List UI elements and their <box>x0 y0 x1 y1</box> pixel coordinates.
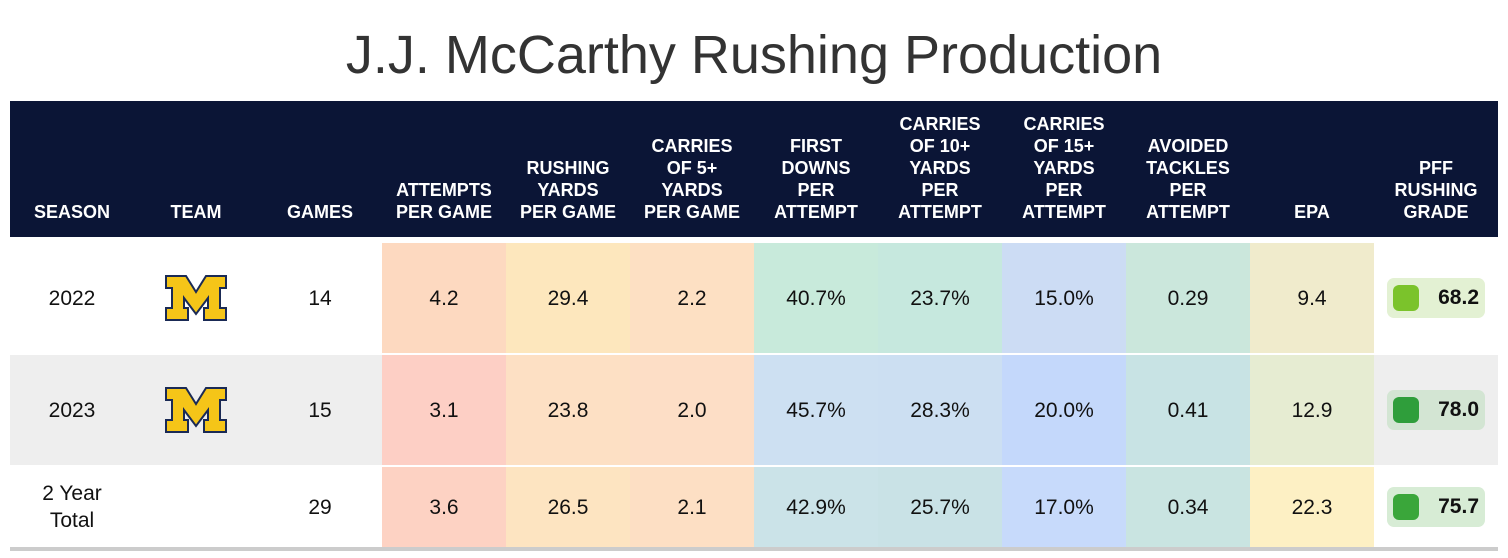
table-bottom-border <box>10 547 1498 551</box>
grade-badge: 78.0 <box>1387 390 1485 430</box>
column-header-attempts-per-game[interactable]: ATTEMPTS PER GAME <box>395 180 492 222</box>
cell-team <box>134 243 258 353</box>
avoided-tackles-per-attempt-value: 0.29 <box>1167 286 1209 310</box>
rushing-yards-per-game-value: 23.8 <box>547 398 589 422</box>
games-value: 29 <box>308 495 332 519</box>
cell-carries-5-plus-per-game: 2.0 <box>630 355 754 465</box>
games-value: 15 <box>308 398 332 422</box>
michigan-block-m-logo <box>165 387 227 433</box>
avoided-tackles-per-attempt-value: 0.41 <box>1167 398 1209 422</box>
cell-team <box>134 355 258 465</box>
avoided-tackles-per-attempt-value: 0.34 <box>1167 495 1209 519</box>
cell-carries-15-plus-per-attempt: 20.0% <box>1002 355 1126 465</box>
attempts-per-game-value: 4.2 <box>429 286 459 310</box>
column-header-carries-5-plus-per-game[interactable]: CARRIES OF 5+ YARDS PER GAME <box>643 136 740 222</box>
rushing-yards-per-game-value: 29.4 <box>547 286 589 310</box>
cell-carries-15-plus-per-attempt: 15.0% <box>1002 243 1126 353</box>
grade-color-indicator <box>1393 494 1419 520</box>
table-row: 2022 14 4.2 29.4 2.2 40.7% 23.7% 15.0% 0.29 9.4 68… <box>10 243 1498 353</box>
carries-10-plus-per-attempt-value: 28.3% <box>910 398 970 422</box>
cell-carries-5-plus-per-game: 2.2 <box>630 243 754 353</box>
carries-10-plus-per-attempt-value: 25.7% <box>910 495 970 519</box>
cell-pff-rushing-grade: 78.0 <box>1374 355 1498 465</box>
column-header-avoided-tackles-per-attempt[interactable]: AVOIDED TACKLES PER ATTEMPT <box>1146 136 1230 222</box>
attempts-per-game-value: 3.1 <box>429 398 459 422</box>
grade-value: 68.2 <box>1438 286 1479 309</box>
cell-season: 2023 <box>10 355 134 465</box>
cell-pff-rushing-grade: 75.7 <box>1374 467 1498 547</box>
epa-value: 12.9 <box>1291 398 1333 422</box>
chart-title: J.J. McCarthy Rushing Production <box>345 25 1163 85</box>
column-header-first-downs-per-attempt[interactable]: FIRST DOWNS PER ATTEMPT <box>774 136 858 222</box>
cell-epa: 12.9 <box>1250 355 1374 465</box>
carries-10-plus-per-attempt-value: 23.7% <box>910 286 970 310</box>
column-header-carries-10-plus-per-attempt[interactable]: CARRIES OF 10+ YARDS PER ATTEMPT <box>898 114 982 222</box>
cell-carries-10-plus-per-attempt: 28.3% <box>878 355 1002 465</box>
cell-games: 15 <box>258 355 382 465</box>
carries-5-plus-per-game-value: 2.2 <box>677 286 707 310</box>
carries-5-plus-per-game-value: 2.1 <box>677 495 707 519</box>
cell-carries-5-plus-per-game: 2.1 <box>630 467 754 547</box>
cell-epa: 22.3 <box>1250 467 1374 547</box>
column-header-carries-15-plus-per-attempt[interactable]: CARRIES OF 15+ YARDS PER ATTEMPT <box>1022 114 1106 222</box>
column-header-team[interactable]: TEAM <box>170 202 222 222</box>
grade-color-indicator <box>1393 285 1419 311</box>
cell-carries-10-plus-per-attempt: 25.7% <box>878 467 1002 547</box>
cell-season: 2022 <box>10 243 134 353</box>
cell-first-downs-per-attempt: 45.7% <box>754 355 878 465</box>
cell-pff-rushing-grade: 68.2 <box>1374 243 1498 353</box>
cell-attempts-per-game: 3.1 <box>382 355 506 465</box>
grade-badge: 75.7 <box>1387 487 1485 527</box>
season-value: 2022 <box>48 286 96 310</box>
cell-avoided-tackles-per-attempt: 0.41 <box>1126 355 1250 465</box>
stats-table: SEASON TEAM GAMES ATTEMPTS PER GAME RUSHING … <box>10 101 1498 551</box>
michigan-block-m-logo <box>165 275 227 321</box>
cell-games: 14 <box>258 243 382 353</box>
cell-season: 2 Year Total <box>10 467 134 547</box>
cell-epa: 9.4 <box>1250 243 1374 353</box>
column-header-rushing-yards-per-game[interactable]: RUSHING YARDS PER GAME <box>519 158 616 222</box>
carries-15-plus-per-attempt-value: 20.0% <box>1034 398 1094 422</box>
carries-15-plus-per-attempt-value: 15.0% <box>1034 286 1094 310</box>
first-downs-per-attempt-value: 40.7% <box>786 286 846 310</box>
first-downs-per-attempt-value: 42.9% <box>786 495 846 519</box>
cell-avoided-tackles-per-attempt: 0.34 <box>1126 467 1250 547</box>
cell-first-downs-per-attempt: 42.9% <box>754 467 878 547</box>
grade-value: 75.7 <box>1438 495 1479 518</box>
carries-15-plus-per-attempt-value: 17.0% <box>1034 495 1094 519</box>
grade-badge: 68.2 <box>1387 278 1485 318</box>
first-downs-per-attempt-value: 45.7% <box>786 398 846 422</box>
cell-attempts-per-game: 4.2 <box>382 243 506 353</box>
games-value: 14 <box>308 286 332 310</box>
grade-color-indicator <box>1393 397 1419 423</box>
attempts-per-game-value: 3.6 <box>429 495 459 519</box>
column-header-epa[interactable]: EPA <box>1294 202 1330 222</box>
column-header-season[interactable]: SEASON <box>33 202 111 222</box>
table-row: 2 Year Total 29 3.6 26.5 2.1 42.9% 25.7% 17.0% 0… <box>10 467 1498 547</box>
cell-games: 29 <box>258 467 382 547</box>
column-header-games[interactable]: GAMES <box>286 202 353 222</box>
column-header-pff-rushing-grade[interactable]: PFF RUSHING GRADE <box>1394 158 1478 222</box>
cell-attempts-per-game: 3.6 <box>382 467 506 547</box>
cell-avoided-tackles-per-attempt: 0.29 <box>1126 243 1250 353</box>
rushing-yards-per-game-value: 26.5 <box>547 495 589 519</box>
table-header: SEASON TEAM GAMES ATTEMPTS PER GAME RUSHING … <box>10 101 1498 237</box>
cell-team <box>134 467 258 547</box>
cell-rushing-yards-per-game: 29.4 <box>506 243 630 353</box>
cell-first-downs-per-attempt: 40.7% <box>754 243 878 353</box>
cell-carries-15-plus-per-attempt: 17.0% <box>1002 467 1126 547</box>
cell-rushing-yards-per-game: 26.5 <box>506 467 630 547</box>
epa-value: 9.4 <box>1297 286 1327 310</box>
table-row: 2023 15 3.1 23.8 2.0 45.7% 28.3% 20.0% 0.41 12.9 7… <box>10 355 1498 465</box>
cell-carries-10-plus-per-attempt: 23.7% <box>878 243 1002 353</box>
carries-5-plus-per-game-value: 2.0 <box>677 398 707 422</box>
season-value: 2023 <box>48 398 96 422</box>
cell-rushing-yards-per-game: 23.8 <box>506 355 630 465</box>
season-value: 2 Year Total <box>42 482 102 532</box>
epa-value: 22.3 <box>1291 495 1333 519</box>
grade-value: 78.0 <box>1438 398 1479 421</box>
